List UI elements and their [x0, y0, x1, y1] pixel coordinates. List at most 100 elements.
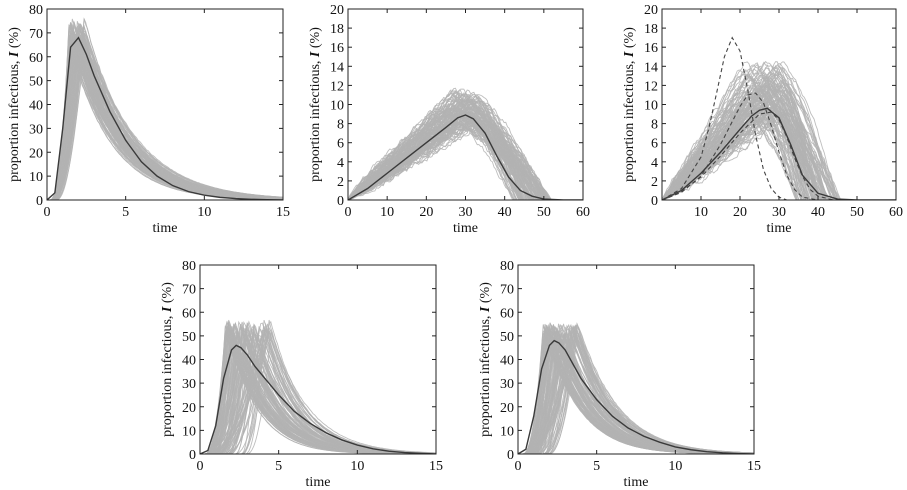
x-tick-label: 5 — [122, 205, 129, 220]
y-tick-label: 10 — [500, 424, 514, 439]
chart-panel-2: 0 10 20 30 40 50 6002468101214161820timepropor… — [308, 3, 590, 236]
y-tick-label: 50 — [182, 330, 196, 345]
ensemble-run — [348, 114, 583, 200]
x-tick-label: 60 — [576, 205, 590, 220]
y-tick-label: 30 — [29, 122, 43, 137]
x-tick-label: 60 — [889, 205, 903, 220]
x-axis-label: time — [624, 475, 649, 490]
y-tick-label: 10 — [182, 424, 196, 439]
ensemble-run — [200, 325, 436, 454]
y-tick-label: 80 — [500, 259, 514, 274]
y-tick-label: 50 — [500, 330, 514, 345]
x-tick-label: 10 — [350, 459, 364, 474]
y-tick-label: 0 — [189, 448, 196, 463]
y-tick-label: 60 — [500, 306, 514, 321]
mean-curve — [348, 114, 583, 200]
ensemble-run — [47, 44, 283, 200]
y-tick-label: 80 — [182, 259, 196, 274]
x-tick-label: 15 — [429, 459, 443, 474]
mean-curve — [47, 36, 283, 200]
ensemble-run — [47, 33, 283, 200]
y-axis-label: proportion infectious, I (%) — [622, 27, 637, 182]
y-tick-label: 6 — [651, 137, 658, 152]
y-tick-label: 4 — [337, 156, 344, 171]
chart-panel-5: 0 5 10 15 0 10 20 30 40 50 60 70 80 time proportion in… — [478, 259, 761, 490]
y-tick-label: 30 — [500, 377, 514, 392]
ensemble-runs — [518, 322, 754, 454]
chart-panel-4: 0 5 10 15 0 10 20 30 40 50 60 70 80 time proportion in… — [160, 259, 443, 490]
ensemble-run — [662, 98, 896, 200]
y-tick-label: 2 — [337, 175, 344, 190]
ensemble-run — [662, 84, 896, 200]
ensemble-run — [348, 108, 583, 200]
y-tick-label: 8 — [337, 118, 344, 133]
ensemble-run — [662, 94, 896, 200]
ensemble-run — [348, 124, 583, 200]
mean-curve — [200, 344, 436, 454]
x-tick-label: 10 — [380, 205, 394, 220]
y-tick-label: 70 — [29, 27, 43, 42]
y-tick-label: 10 — [330, 99, 344, 114]
y-axis-label: proportion infectious, I (%) — [7, 27, 22, 182]
y-tick-label: 12 — [330, 79, 344, 94]
x-tick-label: 15 — [747, 459, 761, 474]
x-tick-label: 5 — [593, 459, 600, 474]
chart-panel-1: 0 5 10 15 0 10 20 30 40 50 60 70 80 time proportion in… — [7, 3, 290, 236]
y-tick-label: 40 — [500, 354, 514, 369]
y-tick-label: 80 — [29, 3, 43, 18]
y-tick-label: 40 — [182, 354, 196, 369]
x-tick-label: 10 — [694, 205, 708, 220]
x-tick-label: 30 — [459, 205, 473, 220]
ensemble-runs — [200, 319, 436, 454]
y-tick-label: 10 — [29, 170, 43, 185]
dashed-curve — [662, 92, 819, 200]
y-tick-label: 6 — [337, 137, 344, 152]
x-tick-label: 0 — [197, 459, 204, 474]
ensemble-run — [662, 63, 896, 200]
x-tick-label: 20 — [733, 205, 747, 220]
dashed-curve — [662, 111, 834, 200]
x-axis-label: time — [306, 475, 331, 490]
x-axis-label: time — [453, 221, 478, 236]
ensemble-run — [662, 76, 896, 200]
y-tick-label: 10 — [644, 99, 658, 114]
y-tick-label: 0 — [36, 194, 43, 209]
y-tick-label: 60 — [182, 306, 196, 321]
ensemble-run — [662, 73, 896, 200]
y-tick-label: 0 — [651, 194, 658, 209]
x-tick-label: 5 — [275, 459, 282, 474]
y-tick-label: 20 — [644, 3, 658, 18]
x-tick-label: 30 — [772, 205, 786, 220]
ensemble-run — [200, 333, 436, 454]
ensemble-run — [348, 116, 583, 200]
x-tick-label: 20 — [419, 205, 433, 220]
y-tick-label: 20 — [500, 401, 514, 416]
y-tick-label: 16 — [644, 41, 658, 56]
ensemble-run — [662, 98, 896, 200]
chart-panel-3: 10 20 30 40 50 60 0 2 4 6 8 10 12 14 16 18 20 time proport… — [622, 3, 903, 236]
x-tick-label: 10 — [197, 205, 211, 220]
x-tick-label: 0 — [345, 205, 352, 220]
ensemble-run — [200, 323, 436, 454]
y-tick-label: 20 — [29, 146, 43, 161]
y-tick-label: 18 — [644, 22, 658, 37]
x-tick-label: 15 — [276, 205, 290, 220]
y-tick-label: 70 — [182, 283, 196, 298]
ensemble-run — [662, 61, 896, 200]
y-tick-label: 0 — [337, 194, 344, 209]
ensemble-run — [47, 28, 283, 200]
ensemble-run — [662, 62, 896, 200]
y-tick-label: 12 — [644, 79, 658, 94]
y-tick-label: 30 — [182, 377, 196, 392]
y-tick-label: 4 — [651, 156, 658, 171]
y-tick-label: 70 — [500, 283, 514, 298]
y-tick-label: 16 — [330, 41, 344, 56]
x-tick-label: 40 — [498, 205, 512, 220]
y-tick-label: 8 — [651, 118, 658, 133]
y-tick-label: 60 — [29, 51, 43, 66]
x-tick-label: 40 — [811, 205, 825, 220]
x-axis-label: time — [767, 221, 792, 236]
y-tick-label: 50 — [29, 75, 43, 90]
y-axis-label: proportion infectious, I (%) — [308, 27, 323, 182]
ensemble-run — [47, 18, 283, 200]
